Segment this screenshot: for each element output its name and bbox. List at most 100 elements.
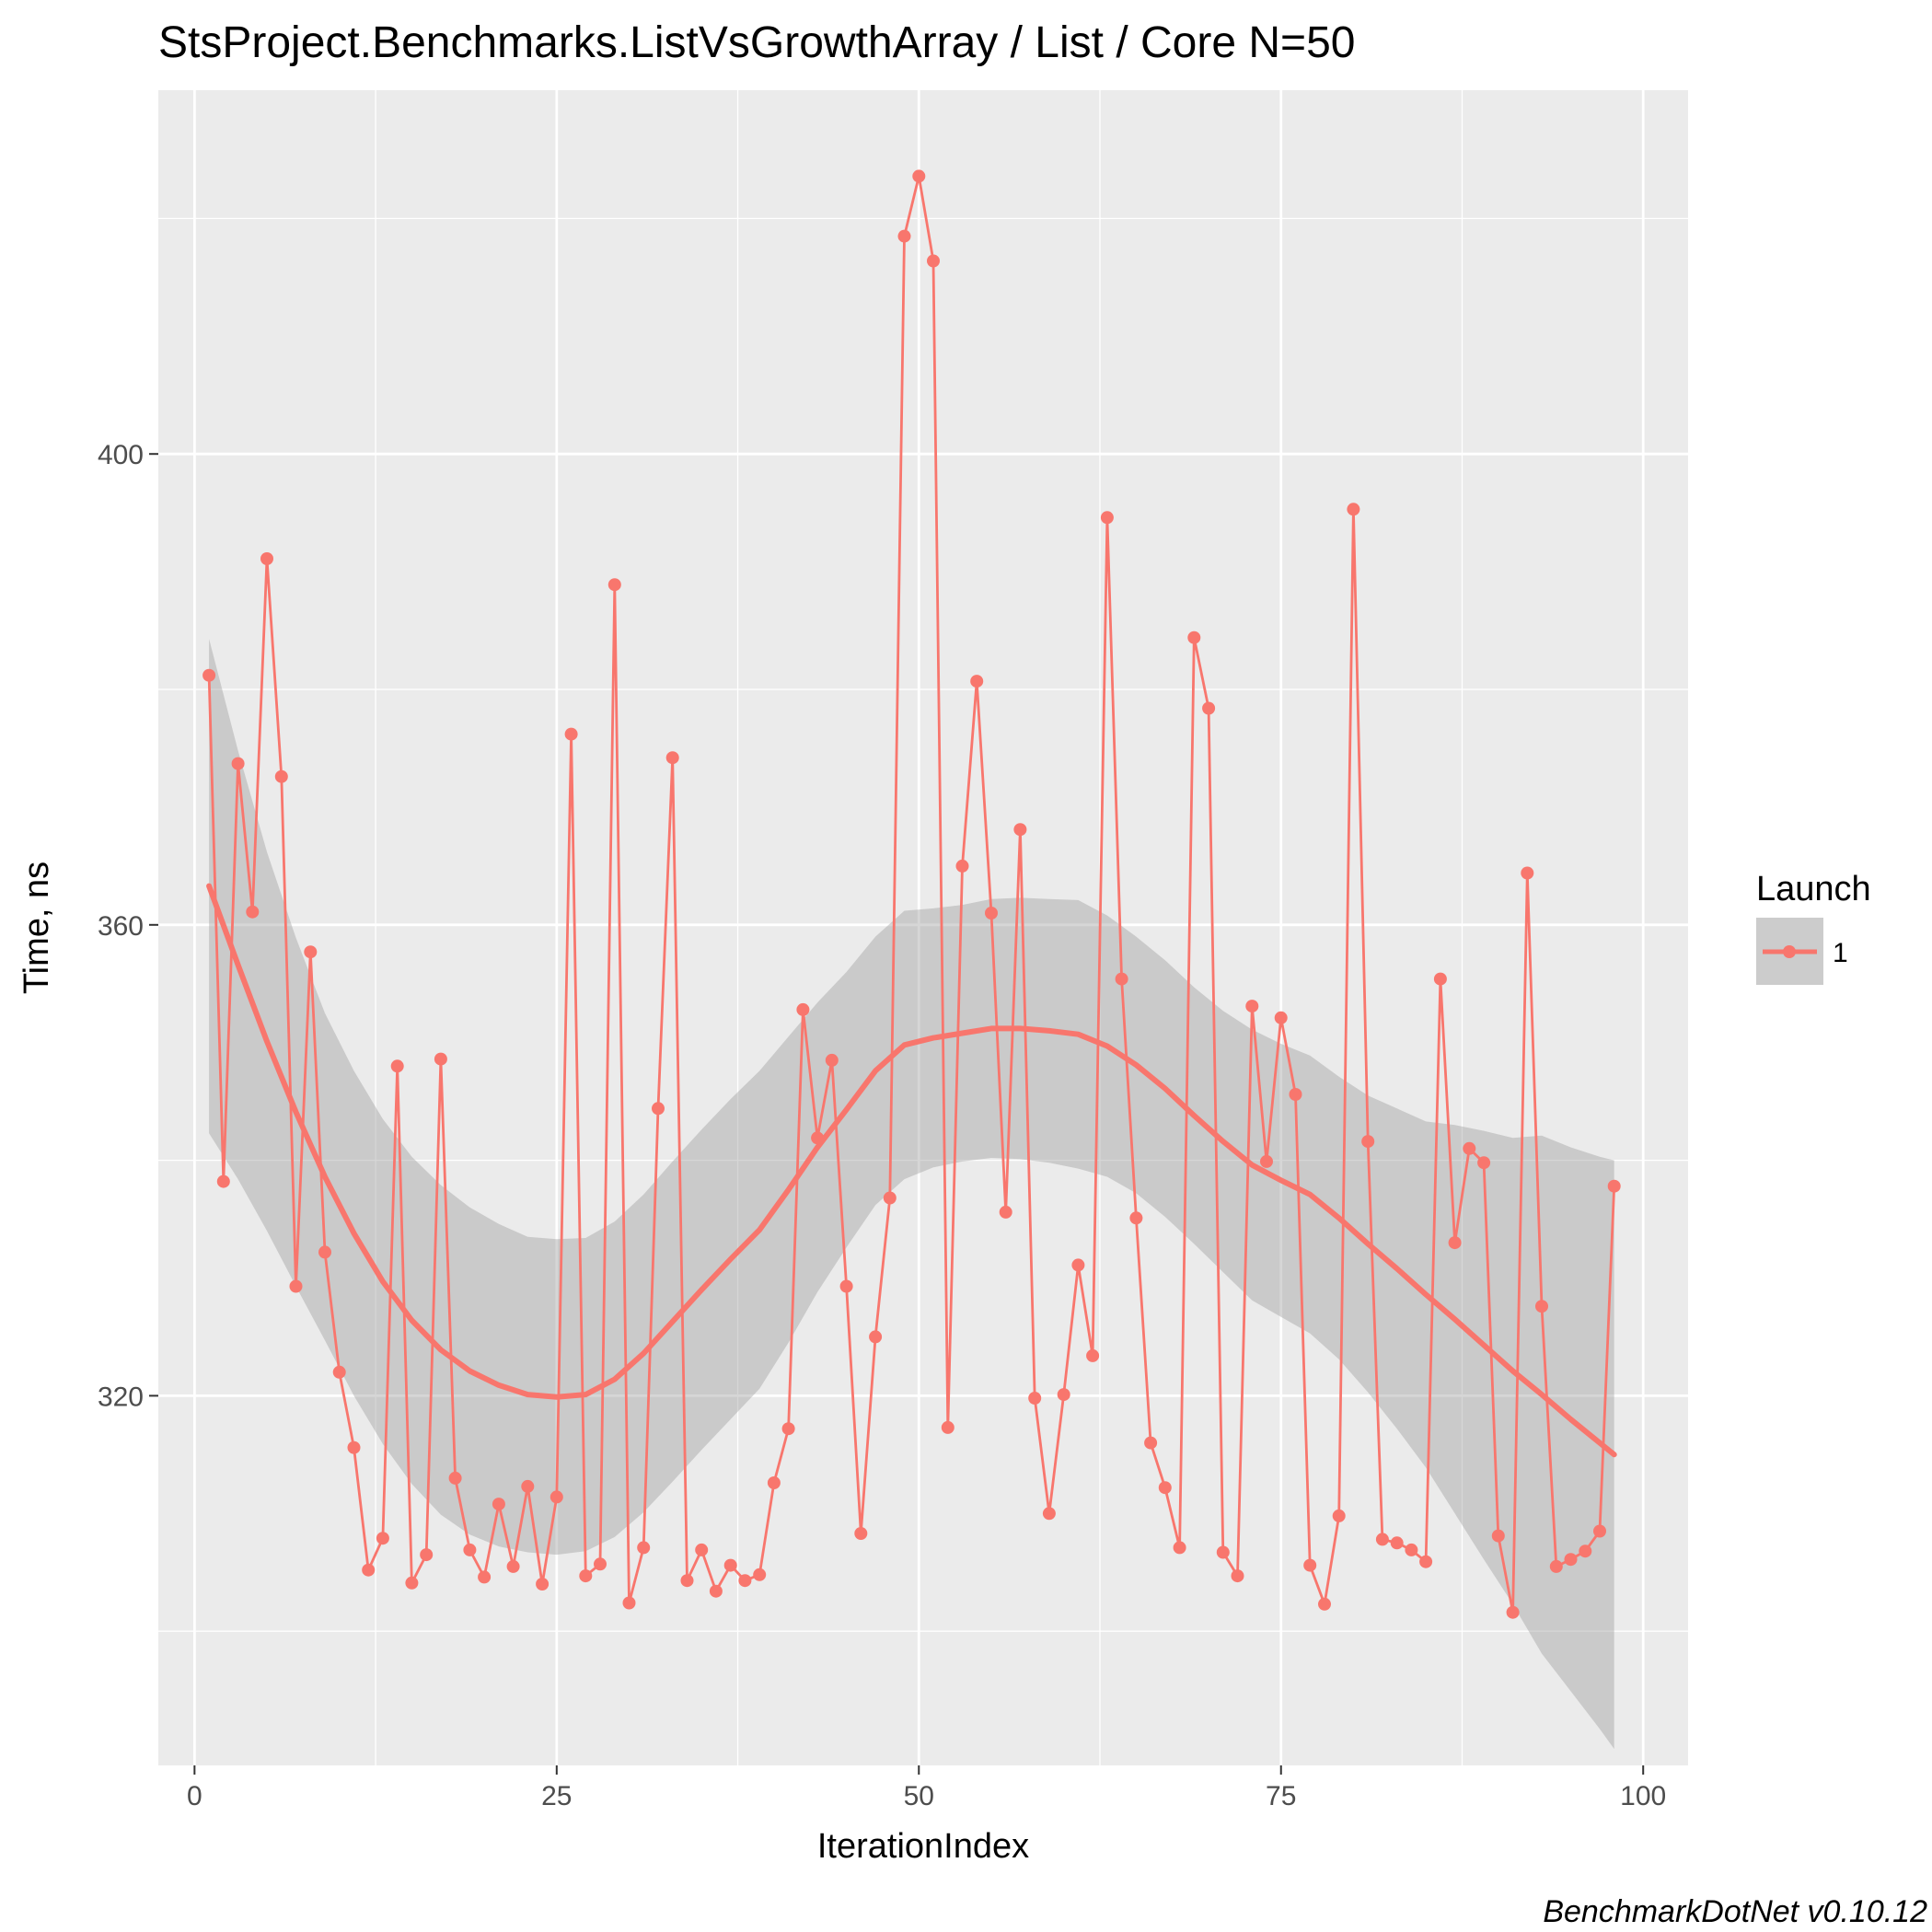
- data-point: [1057, 1388, 1070, 1402]
- x-tick-label: 75: [1266, 1781, 1296, 1811]
- legend-key-point: [1783, 945, 1796, 958]
- data-point: [883, 1191, 897, 1205]
- data-point: [594, 1557, 607, 1571]
- data-point: [347, 1440, 361, 1454]
- data-point: [1260, 1154, 1273, 1168]
- data-point: [478, 1570, 492, 1584]
- data-point: [1448, 1236, 1462, 1250]
- data-point: [1289, 1088, 1302, 1101]
- data-point: [1274, 1011, 1288, 1024]
- data-point: [1564, 1553, 1578, 1567]
- data-point: [463, 1543, 477, 1556]
- data-point: [1129, 1211, 1143, 1225]
- data-point: [550, 1490, 563, 1504]
- data-point: [1463, 1141, 1476, 1155]
- data-point: [405, 1576, 419, 1590]
- data-point: [289, 1279, 303, 1293]
- data-point: [318, 1245, 331, 1259]
- legend-title: Launch: [1756, 870, 1871, 908]
- data-point: [506, 1559, 520, 1573]
- data-point: [420, 1548, 434, 1562]
- legend-label-1: 1: [1833, 938, 1848, 968]
- x-tick-label: 100: [1620, 1781, 1666, 1811]
- data-point: [202, 668, 216, 682]
- data-point: [796, 1002, 810, 1016]
- data-point: [260, 552, 273, 565]
- data-point: [1593, 1524, 1606, 1538]
- data-point: [1013, 823, 1027, 837]
- data-point: [1042, 1507, 1056, 1521]
- data-point: [897, 229, 911, 243]
- data-point: [927, 254, 940, 268]
- data-point: [1245, 1000, 1259, 1013]
- data-point: [811, 1131, 825, 1145]
- data-point: [231, 757, 245, 770]
- data-point: [1231, 1569, 1244, 1583]
- data-point: [695, 1543, 709, 1556]
- data-point: [1216, 1545, 1230, 1559]
- data-point: [1579, 1544, 1592, 1558]
- data-point: [1144, 1436, 1158, 1450]
- data-point: [941, 1420, 954, 1434]
- x-axis-title: IterationIndex: [817, 1827, 1029, 1866]
- data-point: [753, 1568, 767, 1581]
- data-point: [1419, 1555, 1433, 1568]
- data-point: [332, 1365, 346, 1379]
- data-point: [709, 1584, 723, 1598]
- axis-ticks: 0 25 50 75 100 320 360 400: [98, 440, 1666, 1811]
- chart-title: StsProject.Benchmarks.ListVsGrowthArray …: [158, 18, 1355, 67]
- data-point: [1405, 1543, 1418, 1556]
- data-point: [839, 1279, 853, 1293]
- data-point: [1332, 1509, 1346, 1522]
- data-point: [912, 169, 926, 183]
- data-point: [637, 1541, 651, 1555]
- data-point: [1028, 1392, 1042, 1405]
- smooth-confidence-band: [209, 639, 1614, 1750]
- data-point: [825, 1053, 839, 1067]
- legend: Launch 1: [1756, 870, 1871, 985]
- data-point: [579, 1569, 593, 1583]
- chart-caption: BenchmarkDotNet v0.10.12: [1543, 1894, 1927, 1929]
- y-tick-label: 400: [98, 440, 144, 470]
- series-launch-1: [202, 169, 1621, 1619]
- data-point: [304, 945, 318, 959]
- data-point: [1303, 1558, 1317, 1572]
- data-point: [1173, 1541, 1186, 1555]
- data-point: [869, 1330, 883, 1344]
- smooth-trend: [206, 883, 1617, 1458]
- y-tick-label: 360: [98, 911, 144, 942]
- data-point: [1158, 1481, 1172, 1495]
- smooth-trend-line: [206, 883, 1617, 1458]
- data-point: [1361, 1135, 1375, 1149]
- data-point: [1347, 503, 1360, 516]
- data-point: [1535, 1300, 1548, 1313]
- x-tick-label: 0: [187, 1781, 202, 1811]
- data-point: [1318, 1597, 1331, 1611]
- x-tick-label: 25: [541, 1781, 572, 1811]
- data-point: [390, 1059, 404, 1073]
- data-point: [1071, 1258, 1085, 1272]
- major-gridlines: [158, 90, 1688, 1765]
- data-point: [1549, 1559, 1563, 1573]
- data-point: [652, 1102, 665, 1116]
- data-point: [622, 1596, 636, 1610]
- data-point: [767, 1476, 781, 1489]
- data-point: [1202, 701, 1216, 715]
- data-point: [1607, 1179, 1621, 1193]
- y-axis-title: Time, ns: [17, 862, 56, 994]
- data-point: [1521, 866, 1534, 880]
- data-point: [970, 675, 984, 688]
- data-point: [362, 1563, 376, 1577]
- data-point: [1506, 1605, 1520, 1619]
- data-point: [723, 1558, 737, 1572]
- data-point: [781, 1422, 795, 1436]
- data-point: [999, 1205, 1012, 1219]
- data-point: [1433, 972, 1447, 986]
- data-point: [216, 1174, 230, 1188]
- data-point: [521, 1479, 535, 1493]
- data-point: [1375, 1533, 1389, 1546]
- data-point: [1390, 1536, 1404, 1550]
- data-point: [1477, 1156, 1491, 1170]
- plot-panel: [158, 90, 1688, 1765]
- x-tick-label: 50: [904, 1781, 934, 1811]
